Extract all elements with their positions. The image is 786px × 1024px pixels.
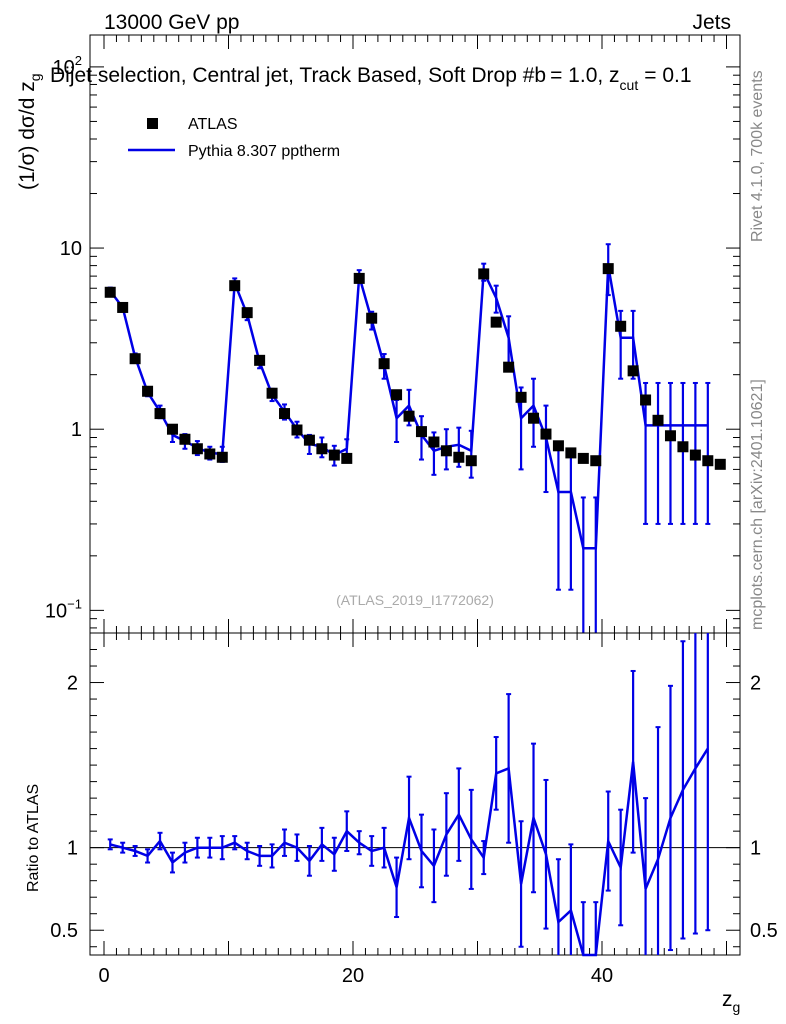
- ratio-y-tick-label: 1: [67, 838, 78, 860]
- atlas-marker: [552, 440, 564, 452]
- atlas-marker: [490, 316, 502, 328]
- atlas-marker: [540, 428, 552, 440]
- ratio-x-tick-label: 20: [342, 965, 364, 987]
- main-y-tick-label: 102: [53, 53, 82, 79]
- atlas-marker: [503, 361, 515, 373]
- legend-data-label: ATLAS: [188, 116, 238, 133]
- atlas-marker: [627, 365, 639, 377]
- atlas-marker: [204, 448, 216, 460]
- atlas-marker: [465, 455, 477, 467]
- atlas-marker: [266, 387, 278, 399]
- ratio-y-tick-label-right: 1: [750, 838, 761, 860]
- ratio-xlabel-sub: g: [733, 999, 741, 1015]
- selection-main: Dijet selection, Central jet, Track Base…: [50, 64, 546, 87]
- atlas-marker: [415, 426, 427, 438]
- atlas-marker: [117, 301, 129, 313]
- atlas-marker: [353, 272, 365, 284]
- ratio-plot-frame: [89, 632, 741, 956]
- atlas-marker: [142, 385, 154, 397]
- atlas-marker: [689, 449, 701, 461]
- atlas-marker: [453, 451, 465, 463]
- atlas-marker: [428, 436, 440, 448]
- atlas-marker: [328, 449, 340, 461]
- ratio-y-tick-label: 0.5: [50, 920, 78, 942]
- ratio-xlabel: zg: [722, 988, 740, 1015]
- ratio-axes: 0.5 0.51 12 20 20 40: [50, 633, 778, 987]
- atlas-marker: [104, 286, 116, 298]
- atlas-marker: [403, 410, 415, 422]
- selection-cut-sub: cut: [620, 77, 639, 93]
- ratio-line: [109, 747, 709, 957]
- atlas-marker: [154, 408, 166, 420]
- main-y-tick-label-base: 10: [60, 238, 82, 260]
- atlas-marker: [528, 412, 540, 424]
- energy-label: 13000 GeV pp: [104, 11, 239, 34]
- ratio-y-tick-label-right: 2: [750, 673, 761, 695]
- atlas-marker: [191, 443, 203, 455]
- atlas-marker: [602, 263, 614, 275]
- ratio-ylabel: Ratio to ATLAS: [25, 784, 42, 892]
- atlas-marker: [677, 441, 689, 453]
- rivet-label: Rivet 4.1.0, 700k events: [749, 70, 766, 242]
- atlas-marker: [615, 320, 627, 332]
- ratio-xlabel-text: z: [722, 988, 733, 1011]
- atlas-marker: [291, 424, 303, 436]
- atlas-marker: [378, 358, 390, 370]
- selection-beta: = 1.0, z: [550, 64, 619, 87]
- atlas-marker: [241, 307, 253, 319]
- main-y-tick-label: 10−1: [45, 596, 82, 622]
- atlas-marker: [316, 443, 328, 455]
- watermark: (ATLAS_2019_I1772062): [336, 592, 494, 608]
- mcplots-label: mcplots.cern.ch [arXiv:2401.10621]: [749, 379, 766, 630]
- ratio-x-tick-label: 40: [591, 965, 613, 987]
- main-y-tick-label-base: 10: [45, 600, 67, 622]
- atlas-marker: [391, 389, 403, 401]
- atlas-marker: [640, 394, 652, 406]
- main-y-tick-label-base: 10: [53, 57, 75, 79]
- atlas-marker: [279, 408, 291, 420]
- main-y-tick-label-base: 1: [71, 419, 82, 441]
- selection-tail: = 0.1: [644, 64, 691, 87]
- ratio-y-tick-label: 2: [67, 673, 78, 695]
- main-y-tick-label: 1: [71, 419, 82, 441]
- legend-mc-label: Pythia 8.307 pptherm: [188, 143, 340, 160]
- category-label: Jets: [692, 11, 731, 34]
- legend-data-marker: [147, 118, 158, 129]
- selection-label: Dijet selection, Central jet, Track Base…: [50, 64, 692, 93]
- atlas-marker: [440, 445, 452, 457]
- atlas-marker: [303, 434, 315, 446]
- main-y-tick-label-exp: −1: [67, 596, 82, 611]
- atlas-marker: [652, 414, 664, 426]
- atlas-marker: [714, 458, 726, 470]
- atlas-marker: [366, 312, 378, 324]
- atlas-marker: [577, 452, 589, 464]
- main-series: [104, 243, 726, 633]
- atlas-marker: [229, 280, 241, 292]
- ratio-x-tick-label: 0: [98, 965, 109, 987]
- atlas-marker: [216, 451, 228, 463]
- atlas-marker: [254, 354, 266, 366]
- main-ylabel-text: (1/σ) dσ/d z: [16, 81, 39, 190]
- legend: ATLAS Pythia 8.307 pptherm: [128, 116, 340, 160]
- atlas-marker: [341, 452, 353, 464]
- atlas-marker: [664, 430, 676, 442]
- main-y-tick-label: 10: [60, 238, 82, 260]
- atlas-marker: [166, 423, 178, 435]
- atlas-marker: [565, 447, 577, 459]
- atlas-marker: [702, 455, 714, 467]
- atlas-marker: [129, 353, 141, 365]
- atlas-marker: [515, 391, 527, 403]
- main-ylabel-sub: g: [27, 73, 43, 81]
- main-y-tick-label-exp: 2: [75, 53, 82, 68]
- main-ylabel: (1/σ) dσ/d zg: [16, 73, 43, 190]
- ratio-series: [107, 633, 711, 957]
- atlas-marker: [478, 268, 490, 280]
- ratio-y-tick-label-right: 0.5: [750, 920, 778, 942]
- mc-line: [109, 265, 708, 550]
- atlas-marker: [179, 433, 191, 445]
- atlas-marker: [590, 455, 602, 467]
